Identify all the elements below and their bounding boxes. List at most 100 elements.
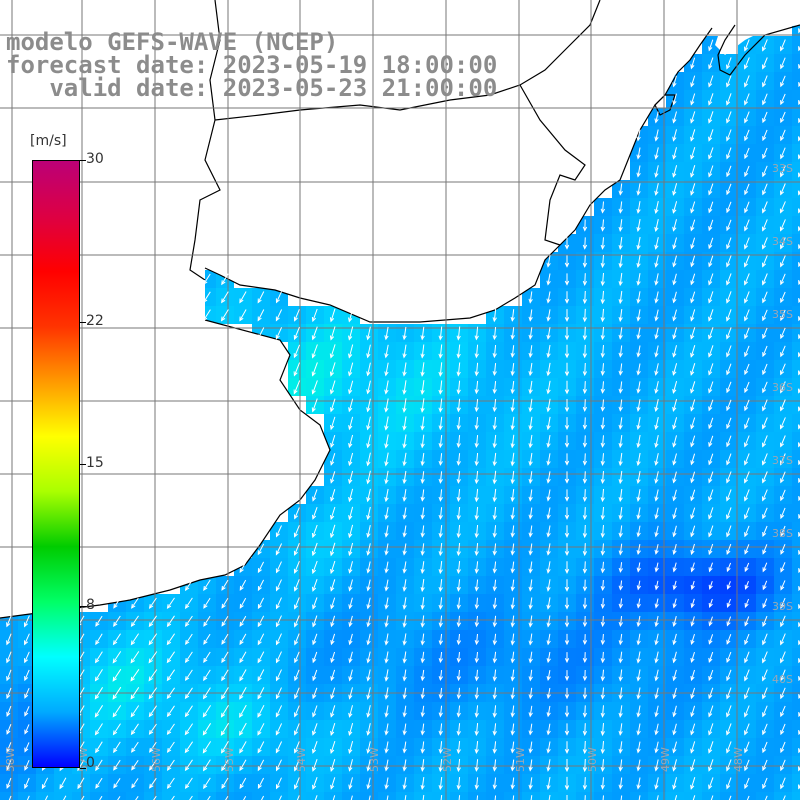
- wind-arrow: [366, 705, 371, 718]
- wind-speed-cell: [792, 648, 800, 666]
- wind-speed-cell: [792, 360, 800, 378]
- wind-arrow: [402, 344, 407, 359]
- wind-arrow: [402, 741, 407, 754]
- wind-arrow: [708, 507, 714, 520]
- wind-arrow: [546, 633, 551, 646]
- wind-arrow: [257, 669, 265, 682]
- wind-arrow: [582, 561, 588, 574]
- wind-arrow: [348, 344, 354, 359]
- wind-arrow: [726, 543, 732, 555]
- wind-arrow: [366, 741, 371, 754]
- wind-arrow: [636, 633, 641, 646]
- wind-arrow: [618, 777, 623, 790]
- wind-arrow: [708, 723, 714, 736]
- wind-arrow: [438, 398, 443, 413]
- wind-speed-cell: [72, 792, 90, 800]
- wind-arrow: [762, 381, 768, 394]
- wind-arrow: [564, 776, 570, 791]
- wind-arrow: [402, 326, 407, 341]
- wind-arrow: [690, 237, 696, 250]
- wind-arrow: [275, 723, 283, 736]
- wind-speed-cell: [792, 630, 800, 648]
- wind-arrow: [780, 237, 786, 250]
- wind-arrow: [654, 273, 659, 286]
- wind-arrow: [762, 580, 768, 591]
- wind-arrow: [348, 669, 353, 682]
- wind-arrow: [294, 723, 300, 736]
- wind-arrow: [582, 579, 588, 592]
- wind-arrow: [672, 543, 677, 556]
- wind-arrow: [564, 237, 570, 250]
- wind-arrow: [24, 633, 30, 646]
- wind-arrow: [762, 57, 768, 70]
- wind-arrow: [744, 581, 749, 590]
- coastline-east: [717, 24, 800, 76]
- wind-arrow: [710, 795, 714, 800]
- wind-arrow: [618, 741, 623, 754]
- wind-arrow: [690, 687, 696, 700]
- wind-arrow: [239, 579, 247, 591]
- wind-arrow: [582, 705, 588, 718]
- wind-arrow: [257, 687, 265, 700]
- wind-arrow: [780, 687, 786, 700]
- wind-arrow: [510, 327, 515, 340]
- wind-arrow: [798, 784, 800, 790]
- wind-arrow: [528, 705, 533, 718]
- wind-arrow: [330, 560, 336, 575]
- wind-arrow: [654, 363, 659, 376]
- wind-arrow: [654, 434, 659, 449]
- wind-arrow: [654, 489, 659, 502]
- wind-arrow: [492, 543, 497, 556]
- wind-arrow: [600, 633, 606, 646]
- wind-arrow: [780, 471, 786, 484]
- wind-arrow: [275, 597, 282, 610]
- wind-arrow: [726, 723, 732, 736]
- wind-arrow: [654, 562, 659, 573]
- wind-arrow: [492, 741, 497, 754]
- wind-arrow: [654, 471, 659, 484]
- wind-arrow: [348, 705, 353, 718]
- wind-arrow: [780, 183, 786, 196]
- wind-arrow: [510, 345, 515, 358]
- wind-arrow: [582, 290, 588, 305]
- wind-arrow: [636, 687, 641, 700]
- wind-arrow: [546, 651, 551, 664]
- wind-arrow: [584, 795, 586, 800]
- wind-arrow: [276, 759, 282, 772]
- wind-arrow: [438, 670, 444, 682]
- wind-arrow: [402, 777, 407, 790]
- wind-arrow: [708, 75, 714, 88]
- wind-arrow: [600, 616, 606, 628]
- wind-arrow: [402, 597, 407, 610]
- wind-arrow: [582, 634, 588, 646]
- wind-arrow: [654, 327, 659, 340]
- wind-arrow: [184, 759, 193, 772]
- wind-arrow: [330, 398, 336, 413]
- wind-speed-cell: [522, 792, 540, 800]
- wind-arrow: [438, 633, 444, 646]
- wind-arrow: [744, 183, 750, 196]
- wind-arrow: [708, 237, 714, 250]
- wind-arrow: [528, 687, 533, 700]
- wind-arrow: [528, 327, 533, 340]
- wind-arrow: [672, 129, 677, 142]
- wind-arrow: [762, 111, 768, 124]
- wind-arrow: [780, 363, 786, 376]
- wind-arrow: [636, 236, 641, 251]
- wind-arrow: [780, 381, 786, 394]
- title-model: modelo GEFS-WAVE (NCEP): [6, 28, 339, 56]
- wind-arrow: [312, 777, 318, 790]
- wind-arrow: [386, 795, 389, 800]
- wind-arrow: [690, 417, 696, 430]
- wind-arrow: [149, 777, 157, 789]
- wind-arrow: [528, 615, 533, 628]
- wind-arrow: [366, 651, 371, 664]
- wind-arrow: [148, 705, 158, 718]
- wind-arrow: [312, 669, 318, 682]
- wind-arrow: [474, 615, 480, 628]
- wind-arrow: [582, 652, 588, 664]
- wind-arrow: [366, 488, 371, 503]
- wind-arrow: [528, 759, 533, 772]
- wind-arrow: [672, 777, 677, 790]
- wind-arrow: [312, 705, 318, 718]
